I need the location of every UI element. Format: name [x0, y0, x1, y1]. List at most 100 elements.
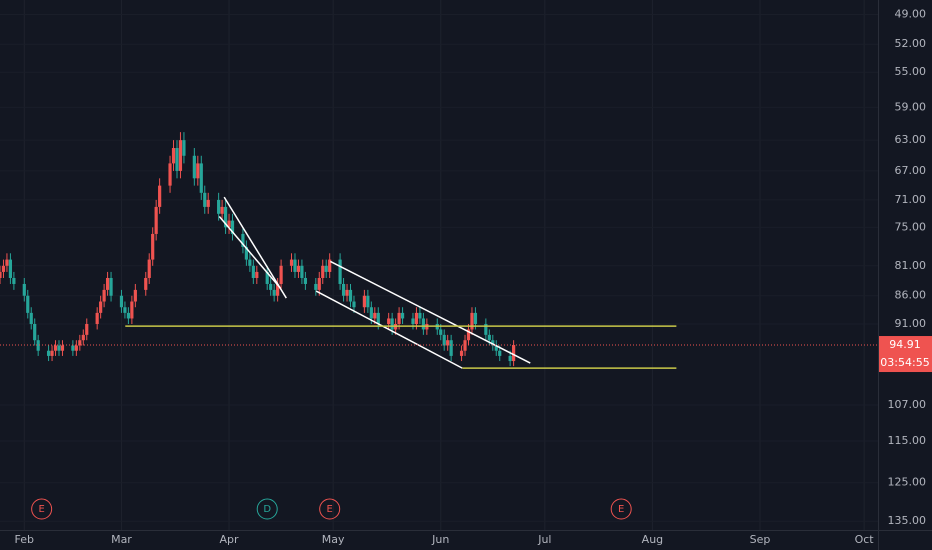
candle-body: [279, 265, 283, 284]
candle-body: [241, 233, 245, 247]
candle-body: [74, 345, 78, 351]
event-marker: [319, 498, 341, 520]
candle-body: [123, 307, 127, 313]
candle-body: [418, 312, 422, 319]
x-tick-label: Oct: [855, 533, 875, 546]
candle-body: [168, 163, 172, 186]
event-marker: [31, 498, 53, 520]
candle-body: [341, 283, 346, 296]
candle-body: [362, 295, 366, 308]
candle-body: [223, 206, 228, 228]
candle-body: [196, 163, 200, 179]
event-label: D: [263, 504, 271, 515]
candle-body: [328, 259, 332, 272]
candle-body: [154, 206, 158, 234]
countdown-label: 03:54:55: [880, 356, 929, 369]
candle-body: [133, 289, 137, 302]
candle-body: [293, 259, 297, 272]
candle-body: [158, 185, 162, 207]
x-tick-label: Feb: [15, 533, 34, 546]
candle-body: [491, 340, 495, 346]
candle-body: [366, 295, 370, 308]
candle-body: [199, 163, 203, 193]
candle-body: [36, 340, 40, 351]
candle-body: [498, 350, 502, 356]
price-label: 94.91: [889, 338, 921, 351]
trend-line: [218, 216, 281, 289]
candle-body: [109, 277, 113, 296]
y-tick-label: 115.00: [888, 434, 927, 447]
event-label: E: [618, 504, 624, 515]
candle-body: [446, 340, 450, 346]
candle-body: [171, 148, 176, 164]
candle-body: [487, 334, 491, 341]
candle-body: [130, 301, 134, 319]
candle-body: [227, 220, 231, 228]
y-tick-label: 55.00: [895, 65, 927, 78]
trend-line: [315, 290, 463, 369]
candle-body: [178, 140, 183, 171]
candle-body: [251, 265, 255, 278]
candle-body: [473, 312, 478, 324]
x-tick-label: Jun: [431, 533, 449, 546]
candle-body: [230, 220, 235, 234]
candle-body: [300, 265, 304, 278]
candle-body: [369, 307, 373, 319]
candle-body: [119, 295, 124, 308]
candle-body: [105, 277, 110, 290]
candle-body: [345, 289, 349, 296]
candle-body: [151, 233, 155, 260]
candle-body: [8, 259, 13, 278]
candle-body: [466, 329, 471, 341]
candle-body: [442, 334, 446, 346]
candle-body: [317, 277, 321, 290]
candle-body: [182, 140, 186, 156]
candle-body: [400, 312, 405, 319]
candle-body: [5, 259, 9, 266]
candle-body: [46, 350, 51, 356]
price-label-box: [879, 336, 932, 373]
candle-body: [53, 345, 58, 351]
trend-line: [330, 260, 531, 364]
candle-body: [192, 155, 196, 179]
candle-body: [508, 355, 512, 362]
trend-line: [223, 196, 287, 299]
y-tick-label: 67.00: [895, 164, 927, 177]
event-marker: [610, 498, 632, 520]
candle-body: [390, 318, 394, 330]
y-tick-label: 71.00: [895, 193, 927, 206]
candle-body: [0, 271, 2, 278]
y-tick-label: 81.00: [895, 259, 927, 272]
candle-body: [470, 312, 474, 330]
candle-body: [296, 265, 301, 272]
x-tick-label: Jul: [537, 533, 551, 546]
x-tick-label: May: [322, 533, 345, 546]
candle-body: [57, 345, 61, 351]
candle-body: [303, 277, 307, 284]
candle-body: [376, 312, 380, 324]
x-tick-label: Apr: [220, 533, 240, 546]
candle-body: [50, 350, 54, 356]
y-tick-label: 63.00: [895, 133, 927, 146]
candle-body: [1, 265, 6, 272]
candle-body: [29, 312, 33, 324]
candle-body: [144, 277, 148, 290]
candle-body: [71, 345, 75, 351]
y-tick-label: 52.00: [895, 37, 927, 50]
y-tick-label: 125.00: [888, 476, 927, 489]
candle-body: [314, 283, 318, 290]
candle-body: [244, 246, 248, 260]
candle-body: [272, 289, 276, 296]
candle-body: [248, 259, 252, 266]
candle-body: [459, 350, 464, 356]
candle-body: [411, 318, 415, 324]
candle-body: [102, 289, 106, 302]
candle-body: [484, 323, 488, 335]
candle-body: [220, 206, 224, 214]
candle-body: [449, 340, 453, 356]
candle-body: [387, 318, 391, 324]
candle-body: [60, 345, 65, 351]
y-tick-label: 107.00: [888, 398, 927, 411]
